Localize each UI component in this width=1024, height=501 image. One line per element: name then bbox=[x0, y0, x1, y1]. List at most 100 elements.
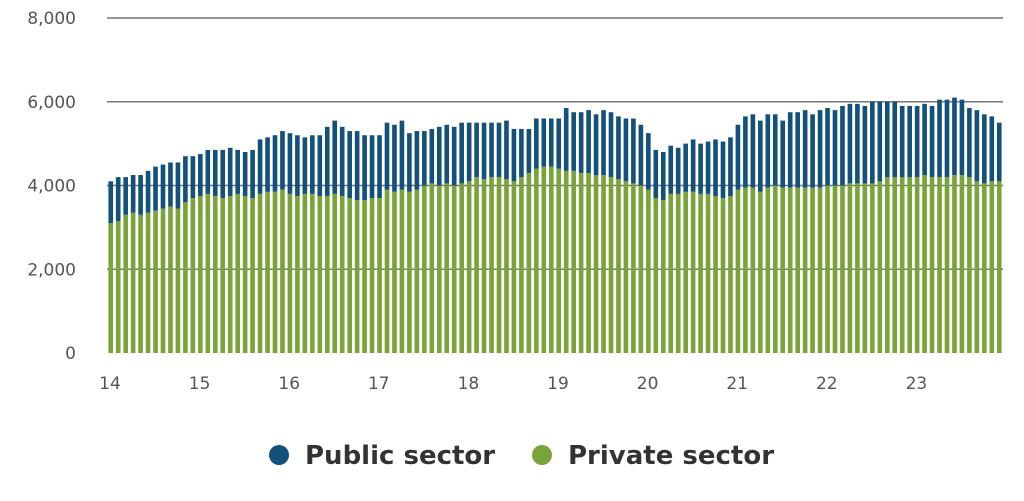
public-sector-bar bbox=[929, 105, 935, 178]
public-sector-bar bbox=[548, 118, 554, 167]
public-sector-bar bbox=[690, 139, 696, 192]
public-sector-bar bbox=[713, 139, 718, 196]
private-sector-bar bbox=[884, 177, 890, 353]
public-sector-bar bbox=[780, 120, 786, 188]
public-sector-bar bbox=[967, 108, 972, 178]
public-sector-bar bbox=[668, 145, 674, 194]
public-sector-bar bbox=[295, 135, 300, 196]
private-sector-bar bbox=[242, 195, 248, 353]
private-sector-bar bbox=[907, 177, 912, 353]
public-sector-bar bbox=[601, 110, 606, 176]
public-sector-bar bbox=[825, 108, 830, 186]
private-sector-bar bbox=[287, 193, 293, 353]
private-sector-bar bbox=[548, 166, 554, 353]
private-sector-bar bbox=[929, 177, 935, 353]
public-sector-bar bbox=[720, 141, 726, 199]
private-sector-bar bbox=[944, 177, 950, 353]
legend-swatch-private-sector bbox=[532, 445, 552, 465]
public-sector-bar bbox=[160, 164, 166, 209]
private-sector-bar bbox=[504, 179, 509, 353]
public-sector-bar bbox=[362, 135, 367, 201]
private-sector-bar bbox=[713, 195, 718, 353]
public-sector-bar bbox=[638, 124, 644, 186]
private-sector-bar bbox=[534, 168, 539, 353]
private-sector-bar bbox=[840, 185, 845, 353]
private-sector-bar bbox=[571, 170, 576, 353]
public-sector-bar bbox=[870, 101, 875, 184]
public-sector-bar bbox=[892, 101, 898, 178]
public-sector-bar bbox=[996, 122, 1002, 182]
public-sector-bar bbox=[832, 110, 838, 186]
public-sector-bar bbox=[907, 105, 912, 178]
public-sector-bar bbox=[593, 114, 599, 176]
public-sector-bar bbox=[317, 135, 323, 196]
public-sector-bars bbox=[108, 97, 1002, 224]
legend: Public sector Private sector bbox=[269, 441, 774, 471]
private-sector-bar bbox=[392, 191, 397, 353]
public-sector-bar bbox=[198, 154, 203, 196]
y-tick-label: 2,000 bbox=[27, 260, 76, 280]
private-sector-bar bbox=[414, 189, 420, 353]
public-sector-bar bbox=[772, 114, 778, 186]
public-sector-bar bbox=[847, 103, 853, 184]
public-sector-bar bbox=[750, 114, 756, 188]
private-sector-bar bbox=[683, 191, 688, 353]
private-sector-bar bbox=[735, 189, 741, 353]
x-axis-tick-labels: 14 15 16 17 18 19 20 21 22 23 bbox=[99, 374, 927, 394]
public-sector-bar bbox=[183, 156, 188, 203]
public-sector-bar bbox=[802, 110, 808, 188]
public-sector-bar bbox=[877, 101, 883, 182]
private-sector-bar bbox=[466, 181, 472, 353]
private-sector-bar bbox=[982, 183, 987, 353]
public-sector-bar bbox=[526, 128, 532, 173]
private-sector-bar bbox=[758, 191, 763, 353]
x-tick-label: 21 bbox=[726, 374, 748, 394]
private-sector-bar bbox=[302, 193, 308, 353]
public-sector-bar bbox=[541, 118, 547, 167]
private-sector-bar bbox=[108, 223, 114, 353]
private-sector-bar bbox=[750, 187, 756, 353]
private-sector-bar bbox=[175, 208, 181, 353]
private-sector-bar bbox=[631, 183, 636, 353]
private-sector-bar bbox=[399, 189, 405, 353]
public-sector-bar bbox=[534, 118, 539, 169]
private-sector-bar bbox=[952, 175, 957, 353]
private-sector-bar bbox=[780, 187, 786, 353]
private-sector-bar bbox=[459, 183, 464, 353]
private-sector-bar bbox=[354, 200, 360, 353]
public-sector-bar bbox=[384, 122, 390, 190]
public-sector-bar bbox=[429, 128, 435, 184]
public-sector-bar bbox=[743, 116, 748, 188]
public-sector-bar bbox=[937, 99, 942, 178]
private-sector-bar bbox=[959, 175, 965, 353]
public-sector-bar bbox=[108, 181, 114, 224]
private-sector-bars bbox=[108, 166, 1002, 353]
private-sector-bar bbox=[675, 193, 681, 353]
private-sector-bar bbox=[855, 183, 860, 353]
private-sector-bar bbox=[429, 183, 435, 353]
public-sector-bar bbox=[414, 131, 420, 190]
public-sector-bar bbox=[444, 124, 450, 184]
private-sector-bar bbox=[586, 172, 591, 353]
public-sector-bar bbox=[212, 149, 218, 196]
public-sector-bar bbox=[242, 152, 248, 196]
private-sector-bar bbox=[922, 175, 927, 353]
private-sector-bar bbox=[743, 187, 748, 353]
private-sector-bar bbox=[817, 187, 823, 353]
private-sector-bar bbox=[332, 193, 338, 353]
public-sector-bar bbox=[153, 166, 158, 211]
public-sector-bar bbox=[235, 149, 240, 194]
public-sector-bar bbox=[758, 120, 763, 192]
private-sector-bar bbox=[145, 212, 151, 353]
public-sector-bar bbox=[735, 124, 741, 190]
public-sector-bar bbox=[466, 122, 472, 182]
private-sector-bar bbox=[638, 185, 644, 353]
public-sector-bar bbox=[354, 131, 360, 201]
public-sector-bar bbox=[840, 105, 845, 186]
public-sector-bar bbox=[675, 147, 681, 194]
private-sector-bar bbox=[489, 177, 494, 353]
y-axis-tick-labels: 0 2,000 4,000 6,000 8,000 bbox=[27, 9, 76, 364]
private-sector-bar bbox=[250, 198, 255, 353]
private-sector-bar bbox=[310, 193, 315, 353]
public-sector-bar bbox=[608, 112, 614, 178]
